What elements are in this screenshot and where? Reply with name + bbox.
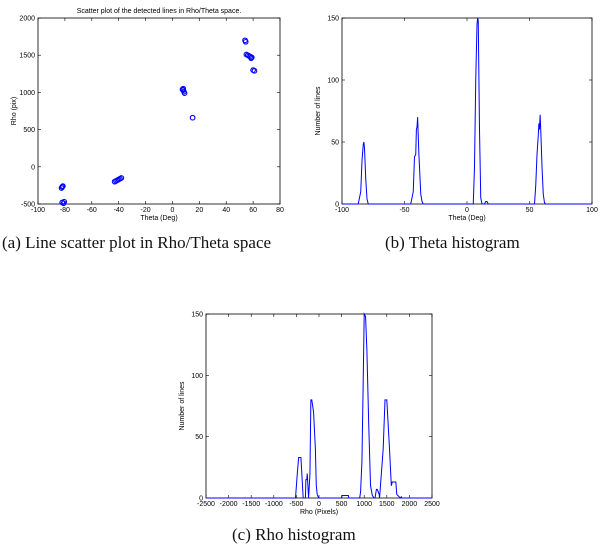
- x-tick-label: -500: [289, 501, 303, 508]
- x-tick-label: -1000: [265, 501, 283, 508]
- y-axis-label: Rho (pix): [11, 97, 18, 125]
- y-axis-label: Number of lines: [315, 86, 322, 136]
- x-tick-label: -2500: [197, 501, 215, 508]
- y-tick-label: 1000: [19, 90, 35, 97]
- x-tick-label: -2000: [220, 501, 238, 508]
- x-axis-label: Rho (Pixels): [300, 509, 338, 516]
- chart-title: Scatter plot of the detected lines in Rh…: [77, 8, 242, 15]
- y-tick-label: 100: [191, 373, 203, 380]
- x-tick-label: 1500: [379, 501, 395, 508]
- caption-c: (c) Rho histogram: [232, 525, 356, 544]
- x-axis-label: Theta (Deg): [140, 215, 177, 222]
- x-tick-label: 50: [526, 207, 534, 214]
- scatter-point: [61, 198, 68, 205]
- chart-a: -100 -80 -60 -40 -20 0 20 40 60 80 -500 0 500 1000 150…: [11, 8, 284, 222]
- x-tick-label: -50: [399, 207, 409, 214]
- y-tick-label: 50: [331, 140, 339, 147]
- y-tick-label: -500: [21, 202, 35, 209]
- x-tick-label: 20: [195, 207, 203, 214]
- x-tick-label: 1000: [356, 501, 372, 508]
- x-tick-label: -20: [140, 207, 150, 214]
- x-tick-label: 0: [170, 207, 174, 214]
- x-tick-label: -1500: [242, 501, 260, 508]
- scatter-point: [242, 38, 249, 45]
- histogram-line: [206, 312, 432, 499]
- x-tick-label: -100: [31, 207, 45, 214]
- x-tick-label: 60: [249, 207, 257, 214]
- x-tick-label: 80: [276, 207, 284, 214]
- scatter-point: [118, 175, 125, 181]
- plot-frame: [205, 313, 433, 499]
- x-tick-label: 0: [465, 207, 469, 214]
- y-tick-label: 0: [335, 202, 339, 209]
- scatter-point: [179, 86, 186, 93]
- y-tick-label: 50: [195, 434, 203, 441]
- chart-b: -100 -50 0 50 100 0 50 100 150 Theta (Deg) Number …: [315, 16, 598, 223]
- x-tick-label: 40: [222, 207, 230, 214]
- x-tick-label: -60: [87, 207, 97, 214]
- x-tick-label: 100: [586, 207, 598, 214]
- scatter-point: [60, 183, 66, 189]
- scatter-point: [189, 114, 196, 121]
- y-tick-label: 0: [31, 164, 35, 171]
- y-tick-label: 0: [199, 496, 203, 503]
- y-tick-label: 500: [23, 127, 35, 134]
- y-tick-label: 2000: [19, 16, 35, 23]
- x-tick-label: -80: [60, 207, 70, 214]
- x-tick-label: 2500: [424, 501, 440, 508]
- y-tick-label: 150: [191, 312, 203, 319]
- y-tick-label: 150: [327, 16, 339, 23]
- chart-c: -2500 -2000 -1500 -1000 -500 0 500 1000 1500 2000…: [179, 312, 440, 517]
- caption-a: (a) Line scatter plot in Rho/Theta space: [2, 233, 272, 252]
- y-tick-label: 1500: [19, 53, 35, 60]
- y-axis-label: Number of lines: [179, 381, 186, 431]
- x-tick-label: -100: [335, 207, 349, 214]
- plot-frame: [341, 17, 593, 205]
- x-axis-label: Theta (Deg): [448, 215, 485, 222]
- scatter-point: [248, 54, 255, 61]
- x-tick-label: -40: [114, 207, 124, 214]
- scatter-point: [248, 55, 254, 62]
- x-tick-label: 500: [336, 501, 348, 508]
- x-tick-label: 2000: [402, 501, 418, 508]
- histogram-line: [342, 17, 592, 205]
- scatter-point: [251, 67, 258, 74]
- caption-b: (b) Theta histogram: [385, 233, 520, 252]
- y-tick-label: 100: [327, 78, 339, 85]
- x-tick-label: 0: [317, 501, 321, 508]
- plot-frame: [37, 17, 281, 205]
